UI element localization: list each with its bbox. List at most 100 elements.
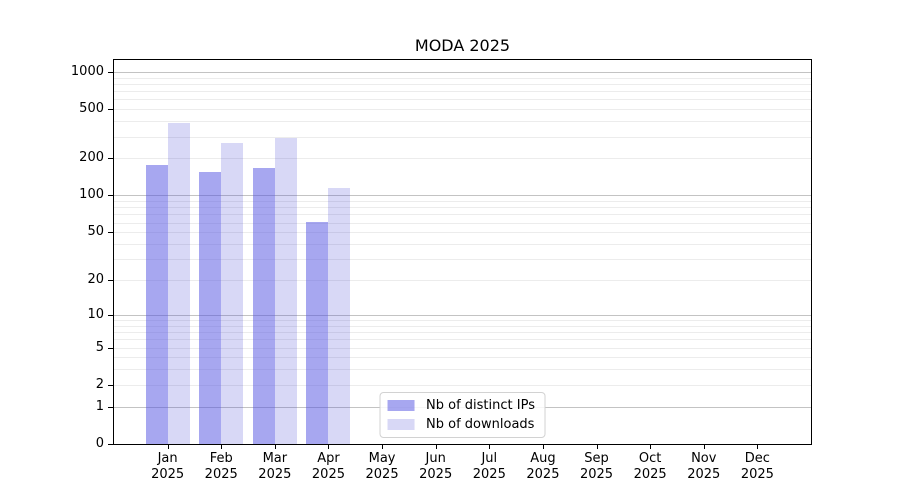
legend-label-downloads: Nb of downloads [426, 417, 535, 432]
y-tick-mark [108, 232, 113, 234]
minor-gridline [114, 347, 811, 349]
minor-gridline [114, 280, 811, 282]
minor-gridline [114, 259, 811, 261]
x-tick-mark [221, 445, 223, 449]
bar-jan-downloads [167, 122, 190, 444]
minor-gridline [114, 332, 811, 334]
x-tick-mark [167, 445, 169, 449]
major-gridline [114, 71, 811, 73]
x-tick-label-month: Mar [262, 451, 288, 466]
x-tick-label: Feb 2025 [189, 451, 253, 483]
minor-gridline [114, 369, 811, 371]
minor-gridline [114, 121, 811, 123]
x-tick-label: Jan 2025 [136, 451, 200, 483]
legend-item-distinct-ips: Nb of distinct IPs [387, 398, 535, 413]
y-tick-mark [108, 280, 113, 282]
x-tick-mark [703, 445, 705, 449]
minor-gridline [114, 320, 811, 321]
x-tick-label-month: Feb [209, 451, 233, 466]
x-tick-label-year: 2025 [419, 467, 453, 482]
x-tick-label: Sep 2025 [565, 451, 629, 483]
minor-gridline [114, 77, 811, 79]
y-tick-mark [108, 314, 113, 316]
legend-label-distinct-ips: Nb of distinct IPs [426, 398, 535, 413]
x-tick-mark [596, 445, 598, 449]
minor-gridline [114, 91, 811, 93]
x-tick-label-year: 2025 [526, 467, 560, 482]
bar-apr-distinct-ips [306, 221, 329, 444]
x-tick-label-month: May [368, 451, 396, 466]
x-tick-label-year: 2025 [365, 467, 399, 482]
x-tick-mark [489, 445, 491, 449]
minor-gridline [114, 83, 811, 85]
y-tick-label: 500 [79, 101, 104, 117]
minor-gridline [114, 232, 811, 234]
y-tick-label: 10 [87, 306, 104, 322]
y-tick-mark [108, 71, 113, 73]
x-tick-label-month: Oct [638, 451, 662, 466]
x-tick-label-year: 2025 [740, 467, 774, 482]
x-tick-label-year: 2025 [472, 467, 506, 482]
x-tick-mark [274, 445, 276, 449]
y-tick-label: 1 [95, 398, 104, 414]
minor-gridline [114, 325, 811, 327]
x-tick-label: Nov 2025 [672, 451, 736, 483]
minor-gridline [114, 207, 811, 209]
minor-gridline [114, 99, 811, 101]
x-tick-mark [650, 445, 652, 449]
y-tick-label: 5 [95, 339, 104, 355]
x-tick-mark [542, 445, 544, 449]
x-tick-label: Apr 2025 [296, 451, 360, 483]
bar-mar-distinct-ips [252, 168, 275, 444]
chart-title: MODA 2025 [414, 36, 511, 55]
y-tick-mark [108, 406, 113, 408]
legend: Nb of distinct IPs Nb of downloads [379, 392, 546, 438]
y-tick-label: 200 [79, 150, 104, 166]
x-tick-label-year: 2025 [151, 467, 185, 482]
x-tick-label-year: 2025 [311, 467, 345, 482]
x-tick-label: Oct 2025 [618, 451, 682, 483]
x-tick-label-month: Aug [530, 451, 556, 466]
legend-swatch-downloads [387, 419, 415, 430]
x-tick-label: Jun 2025 [404, 451, 468, 483]
minor-gridline [114, 384, 811, 386]
major-gridline [114, 314, 811, 316]
legend-swatch-distinct-ips [387, 400, 415, 411]
major-gridline [114, 195, 811, 197]
x-tick-label-year: 2025 [258, 467, 292, 482]
x-tick-label-year: 2025 [633, 467, 667, 482]
y-tick-label: 100 [79, 187, 104, 203]
x-tick-label-year: 2025 [687, 467, 721, 482]
y-tick-mark [108, 109, 113, 111]
x-tick-label: Aug 2025 [511, 451, 575, 483]
x-tick-label: May 2025 [350, 451, 414, 483]
x-tick-label: Mar 2025 [243, 451, 307, 483]
x-tick-label-year: 2025 [204, 467, 238, 482]
minor-gridline [114, 214, 811, 216]
x-tick-label: Dec 2025 [725, 451, 789, 483]
x-tick-mark [328, 445, 330, 449]
x-tick-label-month: Jul [481, 451, 498, 466]
y-tick-mark [108, 384, 113, 386]
x-tick-label-month: Nov [691, 451, 717, 466]
y-tick-label: 20 [87, 272, 104, 288]
bar-feb-downloads [221, 143, 244, 444]
y-tick-mark [108, 444, 113, 445]
x-tick-label-month: Dec [744, 451, 770, 466]
minor-gridline [114, 222, 811, 224]
bar-apr-downloads [328, 188, 351, 444]
legend-item-downloads: Nb of downloads [387, 417, 535, 432]
plot-area: Nb of distinct IPs Nb of downloads [113, 59, 812, 445]
y-tick-mark [108, 158, 113, 160]
x-tick-label-month: Apr [317, 451, 340, 466]
x-tick-label-year: 2025 [579, 467, 614, 482]
y-tick-label: 2 [95, 376, 104, 392]
y-tick-label: 1000 [70, 63, 104, 79]
bar-mar-downloads [274, 137, 297, 444]
x-tick-label-month: Jun [425, 451, 446, 466]
x-tick-mark [435, 445, 437, 449]
y-tick-label: 0 [95, 436, 104, 451]
x-tick-label: Jul 2025 [457, 451, 521, 483]
minor-gridline [114, 136, 811, 138]
